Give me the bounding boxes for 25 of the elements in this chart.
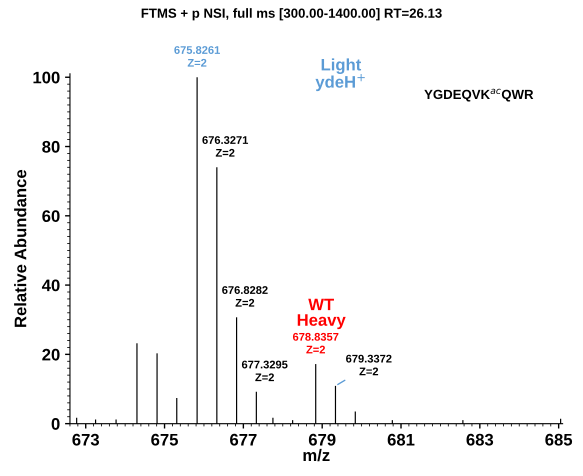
x-tick-label: 677 (230, 434, 257, 446)
annotation: 676.8282 Z=2 (222, 286, 268, 307)
x-axis-title: m/z (303, 448, 330, 462)
annotation: 679.3372 Z=2 (346, 354, 392, 376)
x-tick-label: 679 (308, 434, 336, 446)
x-tick-label: 683 (466, 434, 494, 446)
annotation: 676.3271 Z=2 (202, 136, 248, 157)
y-tick-label: 60 (42, 210, 60, 222)
annotation: 675.8261 Z=2 (174, 46, 220, 67)
annotation: 677.3295 Z=2 (242, 360, 288, 382)
y-tick-label: 40 (42, 279, 60, 292)
y-tick-label: 100 (33, 72, 60, 84)
annotation: WT Heavy (298, 298, 346, 330)
y-tick-label: 80 (42, 140, 60, 153)
x-tick-label: 685 (545, 434, 572, 446)
y-tick-label: 20 (42, 348, 60, 361)
annotation: Light ydeH$^{+}$ (315, 58, 365, 92)
chart-title: FTMS + p NSI, full ms [300.00-1400.00] RT=26.13 (142, 8, 442, 20)
x-tick-label: 675 (151, 434, 178, 446)
x-tick-label: 673 (72, 434, 100, 446)
y-axis-title: Relative Abundance (14, 170, 26, 327)
x-tick-label: 681 (388, 434, 414, 446)
annotation: 678.8357 Z=2 (292, 332, 338, 354)
annotation: YGDEQVK$^{ac}$QWR (424, 88, 534, 102)
y-tick-label: 0 (52, 418, 60, 430)
